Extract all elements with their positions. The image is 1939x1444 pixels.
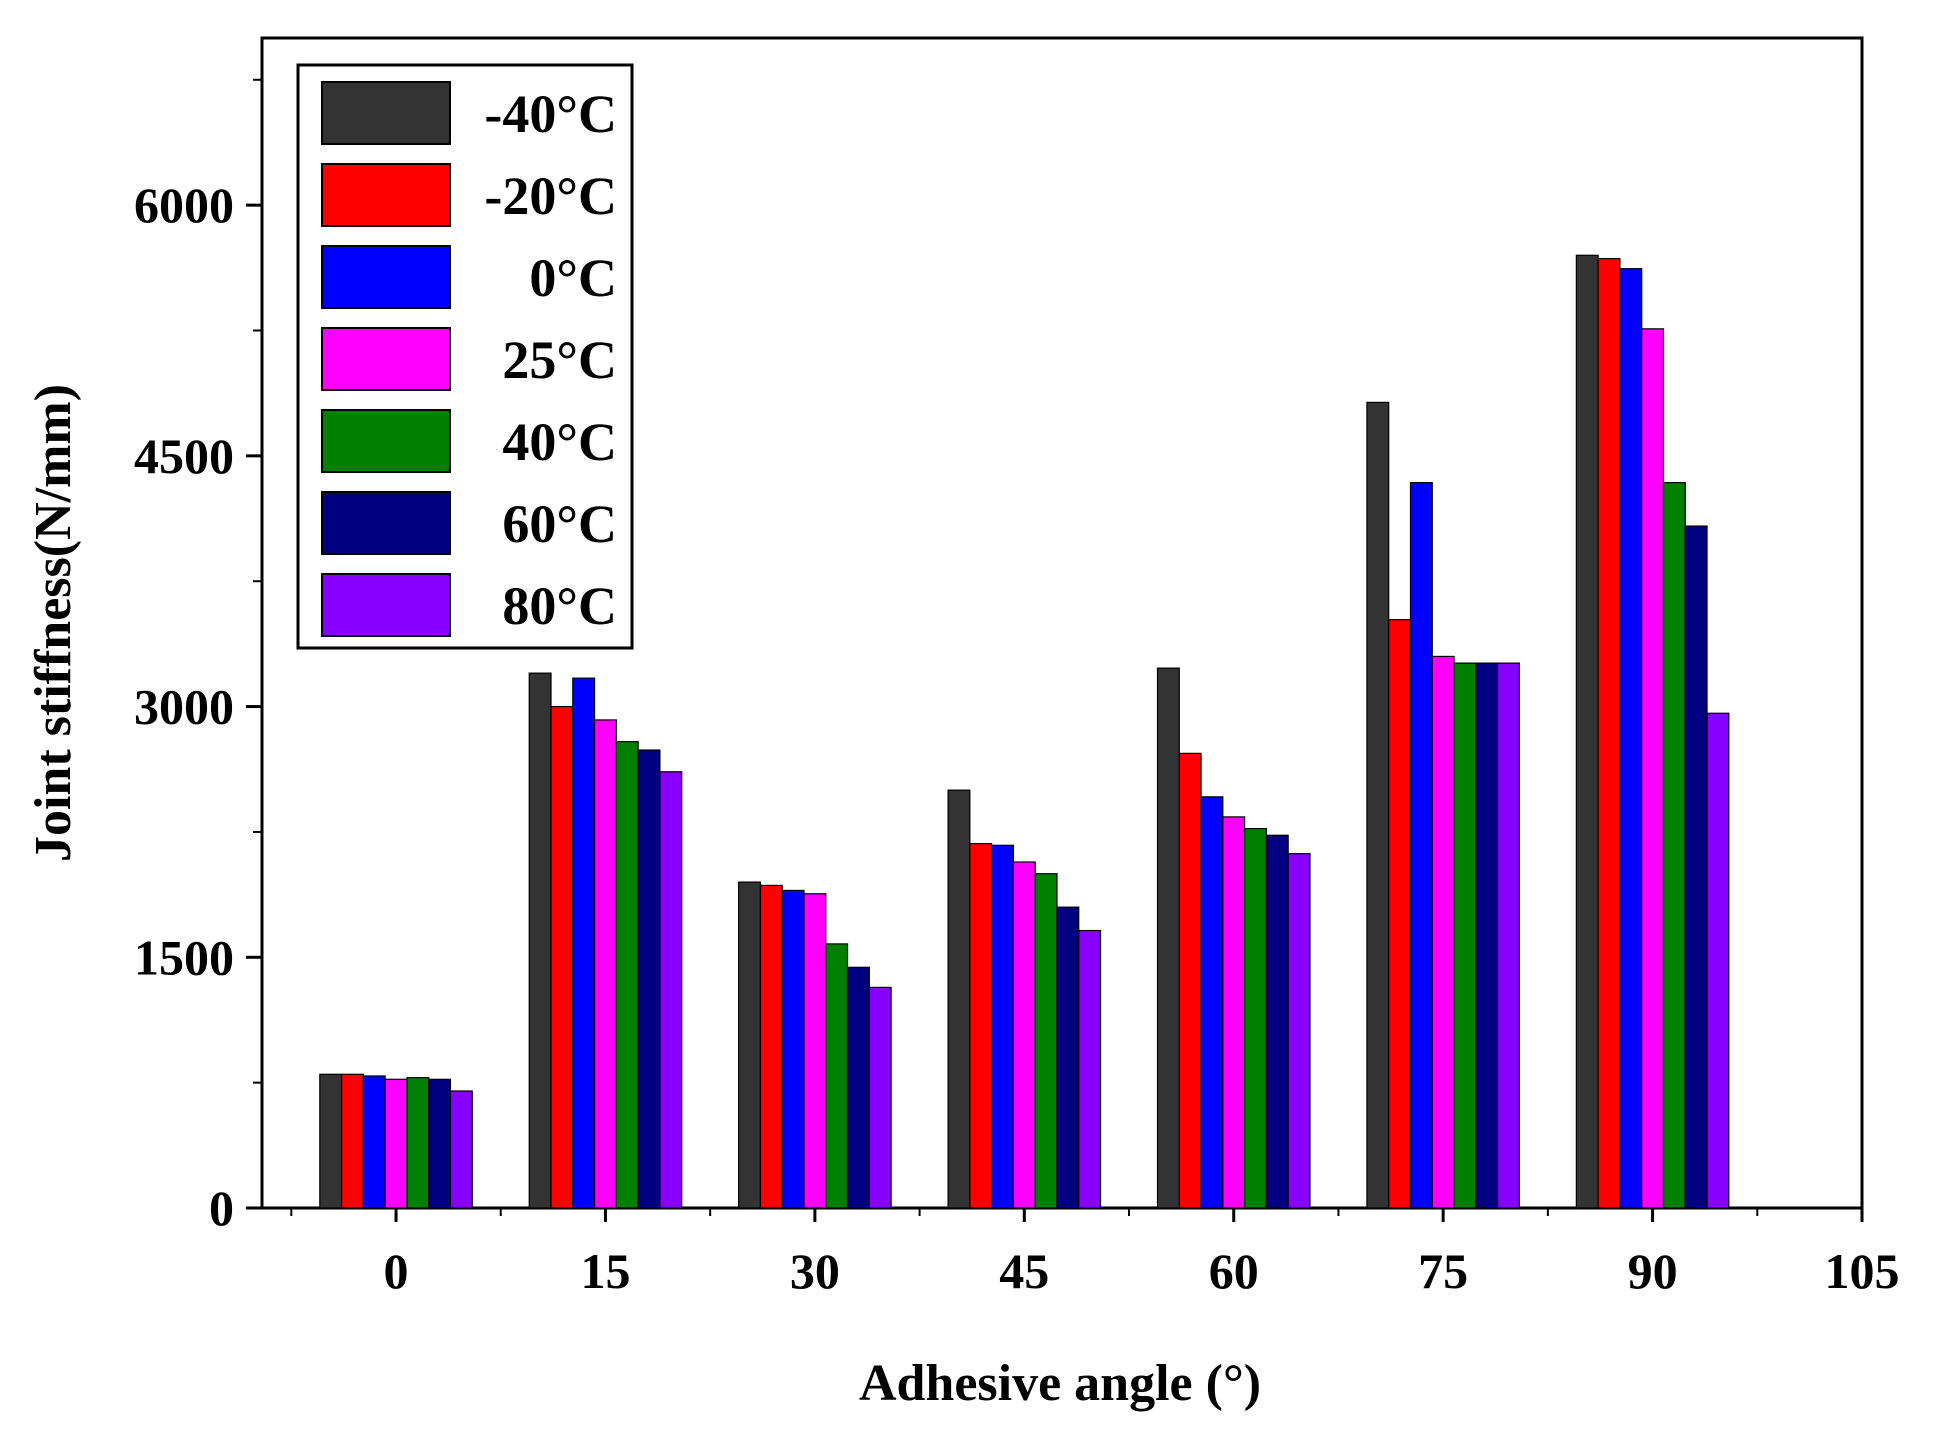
bar-60-series-3 <box>1222 816 1246 1209</box>
legend-swatch-2 <box>321 245 451 309</box>
legend-label-6: 80°C <box>502 576 617 636</box>
bar-0-series-4 <box>406 1077 430 1209</box>
bar-90-series-0 <box>1575 254 1599 1209</box>
legend-swatch-3 <box>321 327 451 391</box>
bar-75-series-6 <box>1496 662 1520 1209</box>
bar-15-series-2 <box>572 677 596 1209</box>
bar-60-series-2 <box>1200 796 1224 1209</box>
legend: -40°C -20°C 0°C 25°C 40°C 60°C 80°C <box>296 63 634 650</box>
legend-swatch-0 <box>321 81 451 145</box>
bar-45-series-5 <box>1056 906 1080 1209</box>
bar-15-series-0 <box>528 672 552 1209</box>
y-tick-label-6000: 6000 <box>134 177 234 233</box>
bar-90-series-5 <box>1684 525 1708 1209</box>
legend-label-2: 0°C <box>529 248 617 308</box>
x-axis-title: Adhesive angle (°) <box>859 1355 1261 1412</box>
x-tick-label-30: 30 <box>790 1243 840 1299</box>
bar-90-series-3 <box>1641 328 1665 1209</box>
x-tick-label-0: 0 <box>384 1243 409 1299</box>
bar-60-series-5 <box>1265 834 1289 1209</box>
legend-label-3: 25°C <box>502 330 617 390</box>
legend-label-4: 40°C <box>502 412 617 472</box>
bar-45-series-4 <box>1034 873 1058 1209</box>
legend-swatch-1 <box>321 163 451 227</box>
legend-swatch-6 <box>321 573 451 637</box>
bar-45-series-6 <box>1078 929 1102 1209</box>
bar-15-series-6 <box>659 771 683 1209</box>
bar-45-series-2 <box>991 844 1015 1209</box>
bar-75-series-5 <box>1475 662 1499 1209</box>
x-tick-label-45: 45 <box>999 1243 1049 1299</box>
legend-label-0: -40°C <box>484 84 617 144</box>
bar-0-series-0 <box>319 1073 343 1209</box>
bar-45-series-1 <box>969 843 993 1209</box>
bar-90-series-2 <box>1619 268 1643 1209</box>
bar-75-series-4 <box>1453 662 1477 1209</box>
x-tick-label-90: 90 <box>1628 1243 1678 1299</box>
bar-45-series-0 <box>947 789 971 1209</box>
bar-15-series-4 <box>615 741 639 1209</box>
bar-30-series-5 <box>846 966 870 1209</box>
bars-group <box>319 254 1730 1209</box>
bar-0-series-5 <box>428 1078 452 1209</box>
bar-0-series-1 <box>340 1073 364 1209</box>
bar-75-series-3 <box>1431 655 1455 1209</box>
legend-label-5: 60°C <box>502 494 617 554</box>
x-tick-label-105: 105 <box>1825 1243 1900 1299</box>
legend-swatch-5 <box>321 491 451 555</box>
bar-30-series-2 <box>781 889 805 1209</box>
bar-15-series-3 <box>593 719 617 1209</box>
y-axis-title: Joint stiffness(N/mm) <box>25 384 82 862</box>
bar-90-series-1 <box>1597 258 1621 1209</box>
bar-60-series-4 <box>1244 827 1267 1209</box>
legend-swatch-4 <box>321 409 451 473</box>
bar-30-series-6 <box>868 986 892 1209</box>
bar-75-series-0 <box>1366 401 1390 1209</box>
bar-30-series-3 <box>803 893 827 1209</box>
bar-75-series-1 <box>1388 619 1412 1209</box>
y-tick-label-1500: 1500 <box>134 929 234 985</box>
legend-label-1: -20°C <box>484 166 617 226</box>
bar-90-series-4 <box>1662 482 1686 1209</box>
y-tick-label-3000: 3000 <box>134 679 234 735</box>
bar-75-series-2 <box>1409 482 1433 1209</box>
bar-30-series-4 <box>825 943 849 1209</box>
bar-0-series-6 <box>449 1090 473 1209</box>
bar-15-series-5 <box>637 749 661 1209</box>
y-tick-label-4500: 4500 <box>134 428 234 484</box>
bar-0-series-2 <box>362 1075 386 1209</box>
x-tick-label-15: 15 <box>580 1243 630 1299</box>
x-tick-label-60: 60 <box>1209 1243 1259 1299</box>
bar-60-series-6 <box>1287 853 1311 1209</box>
bar-60-series-1 <box>1178 752 1202 1209</box>
x-tick-label-75: 75 <box>1418 1243 1468 1299</box>
bar-15-series-1 <box>550 705 574 1209</box>
y-tick-label-0: 0 <box>209 1180 234 1236</box>
bar-30-series-1 <box>759 884 783 1209</box>
x-axis: 0 15 30 45 60 75 90 105 <box>290 1208 1900 1299</box>
bar-90-series-6 <box>1706 712 1730 1209</box>
bar-30-series-0 <box>738 881 762 1209</box>
bar-0-series-3 <box>384 1078 408 1209</box>
bar-60-series-0 <box>1156 667 1180 1209</box>
y-axis: 0 1500 3000 4500 6000 <box>134 78 262 1236</box>
bar-45-series-3 <box>1012 861 1036 1209</box>
